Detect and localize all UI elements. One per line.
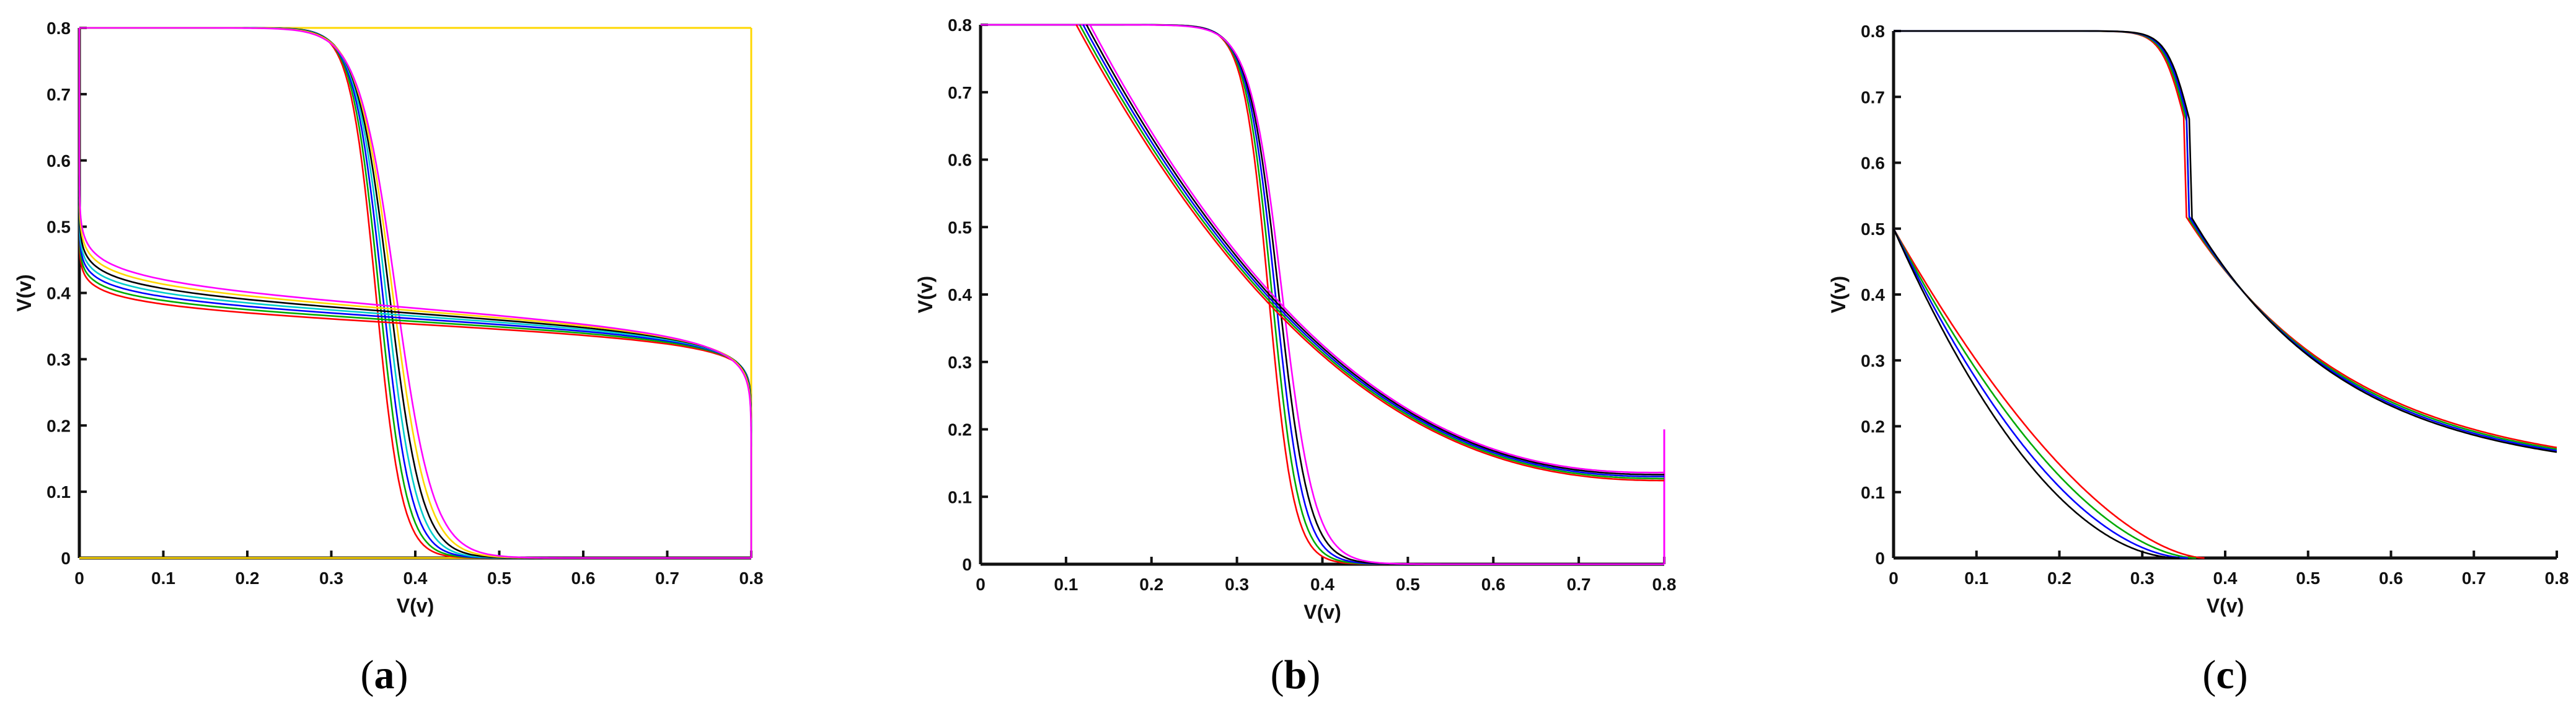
x-tick-label: 0: [976, 575, 986, 594]
y-tick-label: 0.8: [1861, 22, 1885, 41]
x-tick-label: 0.3: [2130, 569, 2155, 588]
y-tick-label: 0.1: [1861, 483, 1885, 502]
x-tick-label: 0.6: [1481, 575, 1506, 594]
x-tick-label: 0.2: [236, 569, 260, 588]
x-tick-label: 0.8: [739, 569, 764, 588]
x-tick-label: 0.5: [487, 569, 511, 588]
series-line: [78, 28, 752, 558]
x-tick-label: 0.3: [1225, 575, 1249, 594]
y-tick-label: 0: [962, 555, 972, 574]
series-line: [1892, 228, 2188, 559]
panel-caption: (b): [1271, 652, 1321, 698]
x-tick-label: 0.6: [2379, 569, 2403, 588]
x-tick-label: 0.3: [319, 569, 343, 588]
series-line: [79, 27, 751, 559]
y-tick-label: 0.3: [1861, 351, 1885, 370]
y-tick-label: 0.5: [948, 218, 972, 237]
series-line: [79, 27, 751, 559]
series-line: [981, 24, 1664, 565]
y-tick-label: 0.1: [948, 487, 972, 507]
series-line: [981, 24, 1664, 565]
y-tick-label: 0.4: [46, 284, 71, 303]
x-tick-label: 0.2: [2047, 569, 2071, 588]
x-tick-label: 0.1: [1054, 575, 1078, 594]
y-tick-label: 0.8: [46, 19, 71, 38]
x-tick-label: 0.8: [2545, 569, 2569, 588]
y-tick-label: 0.2: [948, 420, 972, 440]
y-tick-label: 0.3: [948, 353, 972, 372]
x-axis-title: V(v): [397, 595, 434, 617]
y-tick-label: 0.6: [948, 151, 972, 170]
y-tick-label: 0.7: [1861, 87, 1885, 107]
x-axis-title: V(v): [2207, 595, 2244, 617]
x-tick-label: 0.6: [571, 569, 596, 588]
x-tick-label: 0.4: [2213, 569, 2238, 588]
y-tick-label: 0.5: [46, 218, 71, 237]
x-tick-label: 0.4: [1310, 575, 1334, 594]
x-tick-label: 0.7: [2462, 569, 2486, 588]
series-line: [78, 28, 752, 558]
y-tick-label: 0.1: [46, 482, 71, 502]
y-tick-label: 0.5: [1861, 219, 1885, 239]
panel-b: 0 0.1 0.2 0.3 0.4 0.5 0.6 0.7 0.8 0 0.1 0.2 0.3 0.4 0.…: [914, 16, 1676, 698]
x-axis-title: V(v): [1303, 601, 1341, 623]
y-tick-label: 0.2: [1861, 417, 1885, 436]
x-tick-label: 0.2: [1139, 575, 1163, 594]
y-tick-label: 0: [1875, 549, 1885, 568]
y-tick-label: 0.7: [46, 85, 71, 104]
series-line: [1085, 24, 1664, 476]
x-tick-label: 0.4: [404, 569, 428, 588]
x-tick-label: 0.1: [1964, 569, 1988, 588]
x-tick-label: 0.5: [2296, 569, 2320, 588]
x-tick-label: 0: [1889, 569, 1899, 588]
series-line: [1089, 24, 1664, 474]
y-tick-label: 0.7: [948, 83, 972, 102]
series-line: [1894, 30, 2557, 452]
y-tick-label: 0.4: [948, 285, 972, 304]
x-tick-label: 0.1: [151, 569, 175, 588]
y-axis-title: V(v): [13, 274, 35, 311]
x-tick-label: 0.7: [655, 569, 679, 588]
series-line: [79, 27, 751, 559]
series-line: [1075, 24, 1664, 482]
y-axis-title: V(v): [1827, 276, 1850, 313]
series-line: [78, 28, 752, 558]
series-line: [1894, 30, 2557, 453]
series-line: [78, 28, 752, 558]
y-tick-label: 0.6: [1861, 154, 1885, 173]
series-line: [1078, 24, 1664, 480]
series-line: [79, 27, 751, 559]
series-line: [79, 27, 751, 559]
series-line: [78, 28, 752, 558]
y-tick-label: 0.6: [46, 151, 71, 170]
y-tick-label: 0.3: [46, 350, 71, 369]
x-tick-label: 0.5: [1396, 575, 1420, 594]
series-line: [981, 24, 1664, 565]
series-line: [1892, 228, 2180, 559]
x-tick-label: 0.7: [1567, 575, 1591, 594]
y-tick-label: 0.8: [948, 16, 972, 35]
panel-caption: (c): [2202, 652, 2247, 698]
series-line: [981, 24, 1664, 565]
y-axis-title: V(v): [914, 276, 937, 313]
x-tick-label: 0.8: [1652, 575, 1677, 594]
series-line: [78, 28, 752, 558]
y-tick-label: 0.4: [1861, 285, 1885, 304]
panel-a: 0 0.1 0.2 0.3 0.4 0.5 0.6 0.7 0.8 0 0.1 0.2 0.3 0.4 0.…: [13, 19, 763, 698]
series-line: [79, 27, 751, 559]
series-line: [1082, 24, 1664, 477]
series-line: [79, 27, 751, 559]
panel-caption: (a): [361, 652, 408, 698]
x-tick-label: 0: [74, 569, 84, 588]
series-line: [78, 28, 752, 558]
panel-c: 0 0.1 0.2 0.3 0.4 0.5 0.6 0.7 0.8 0 0.1 0.2 0.3 0.4 0.…: [1827, 22, 2569, 698]
series-line: [1892, 228, 2197, 559]
series-line: [1892, 228, 2205, 559]
y-tick-label: 0.2: [46, 416, 71, 435]
series-line: [1894, 30, 2557, 450]
series-line: [981, 24, 1664, 565]
y-tick-label: 0: [61, 549, 71, 568]
